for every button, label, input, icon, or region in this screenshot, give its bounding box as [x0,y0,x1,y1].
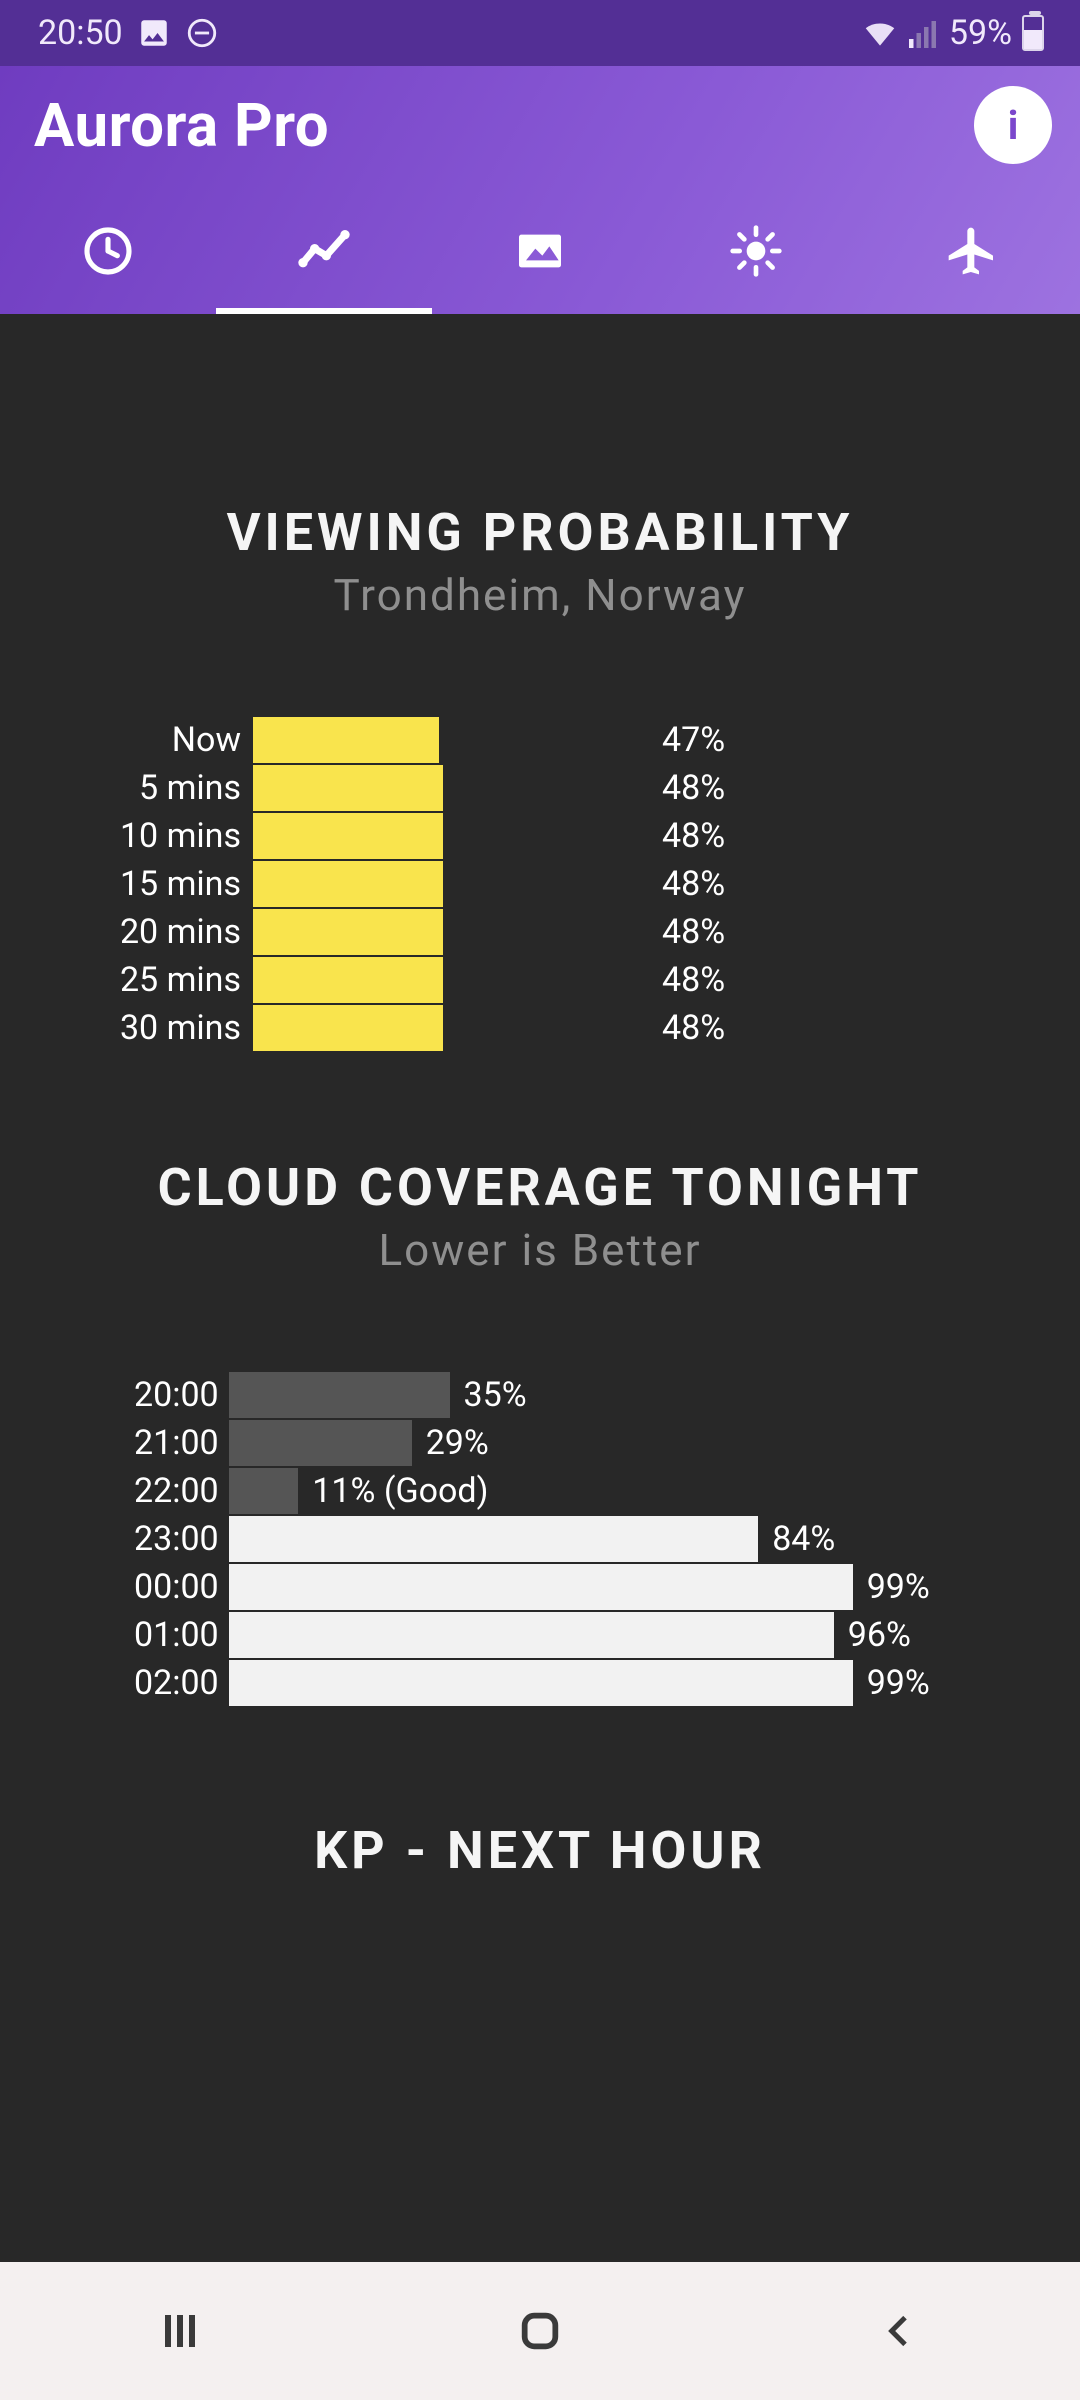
row-label: 15 mins [118,864,253,904]
bar [253,1005,443,1051]
chart-row: 30 mins 48% [118,1005,962,1051]
chart-row: 5 mins 48% [118,765,962,811]
back-button[interactable] [840,2301,960,2361]
row-label: Now [118,720,253,760]
info-icon: i [1008,102,1019,149]
recents-button[interactable] [120,2301,240,2361]
cloud-coverage-section: CLOUD COVERAGE TONIGHT Lower is Better 2… [0,1053,1080,1706]
row-value: 99% [867,1660,930,1706]
viewing-probability-section: VIEWING PROBABILITY Trondheim, Norway No… [0,390,1080,1051]
row-value: 48% [648,864,725,904]
chart-row: 23:00 84% [134,1516,992,1562]
bar [253,957,443,1003]
section-subtitle: Trondheim, Norway [0,569,1080,621]
tab-chart[interactable] [216,192,432,314]
row-label: 22:00 [134,1471,229,1511]
chart-icon [296,223,352,283]
row-value: 48% [648,960,725,1000]
row-value: 48% [648,1008,725,1048]
chart-row: 15 mins 48% [118,861,962,907]
chart-row: 21:00 29% [134,1420,992,1466]
chart-row: 20 mins 48% [118,909,962,955]
section-title: VIEWING PROBABILITY [0,502,1080,563]
row-label: 10 mins [118,816,253,856]
chart-row: 20:00 35% [134,1372,992,1418]
bar [253,717,439,763]
bar [229,1612,834,1658]
section-title: CLOUD COVERAGE TONIGHT [0,1157,1080,1218]
app-title: Aurora Pro [34,90,329,161]
chart-row: 01:00 96% [134,1612,992,1658]
bar [229,1660,853,1706]
row-label: 30 mins [118,1008,253,1048]
row-label: 23:00 [134,1519,229,1559]
bar [253,909,443,955]
app-bar: Aurora Pro i [0,66,1080,314]
battery-icon [1022,15,1044,51]
row-value: 48% [648,816,725,856]
cloud-coverage-chart: 20:0035%21:0029%22:0011% (Good)23:0084%0… [0,1372,1080,1706]
row-label: 02:00 [134,1663,229,1703]
bar [229,1372,450,1418]
row-value: 99% [867,1564,930,1610]
image-icon [512,223,568,283]
row-value: 84% [772,1516,835,1562]
battery-text: 59% [949,13,1012,53]
status-bar: 20:50 59% [0,0,1080,66]
home-button[interactable] [480,2301,600,2361]
row-label: 01:00 [134,1615,229,1655]
bar [253,861,443,907]
section-subtitle: Lower is Better [0,1224,1080,1276]
info-button[interactable]: i [974,86,1052,164]
sun-icon [728,223,784,283]
viewing-probability-chart: Now47%5 mins48%10 mins48%15 mins48%20 mi… [0,717,1080,1051]
chart-row: 00:00 99% [134,1564,992,1610]
wifi-icon [861,16,899,50]
status-left: 20:50 [38,13,219,53]
dnd-icon [185,16,219,50]
tab-clock[interactable] [0,192,216,314]
row-value: 96% [848,1612,911,1658]
content-scroll[interactable]: VIEWING PROBABILITY Trondheim, Norway No… [0,390,1080,2262]
chart-row: Now 47% [118,717,962,763]
row-value: 11% (Good) [312,1468,488,1514]
bar [253,813,443,859]
android-nav-bar [0,2262,1080,2400]
kp-section: KP - NEXT HOUR [0,1708,1080,1881]
bar [229,1468,298,1514]
bar [229,1420,412,1466]
row-label: 20 mins [118,912,253,952]
row-label: 5 mins [118,768,253,808]
row-value: 47% [648,720,725,760]
bar [253,765,443,811]
chart-row: 22:00 11% (Good) [134,1468,992,1514]
row-label: 20:00 [134,1375,229,1415]
tab-bar [0,192,1080,314]
tab-image[interactable] [432,192,648,314]
row-label: 00:00 [134,1567,229,1607]
plane-icon [944,223,1000,283]
tab-sun[interactable] [648,192,864,314]
chart-row: 02:00 99% [134,1660,992,1706]
row-value: 48% [648,912,725,952]
bar [229,1564,853,1610]
status-right: 59% [861,13,1044,53]
status-time: 20:50 [38,13,123,53]
signal-icon [909,18,939,48]
row-label: 21:00 [134,1423,229,1463]
section-title: KP - NEXT HOUR [0,1820,1080,1881]
clock-icon [80,223,136,283]
row-value: 35% [464,1372,527,1418]
image-icon [137,16,171,50]
chart-row: 10 mins 48% [118,813,962,859]
row-value: 29% [426,1420,489,1466]
bar [229,1516,758,1562]
chart-row: 25 mins 48% [118,957,962,1003]
row-value: 48% [648,768,725,808]
tab-plane[interactable] [864,192,1080,314]
row-label: 25 mins [118,960,253,1000]
